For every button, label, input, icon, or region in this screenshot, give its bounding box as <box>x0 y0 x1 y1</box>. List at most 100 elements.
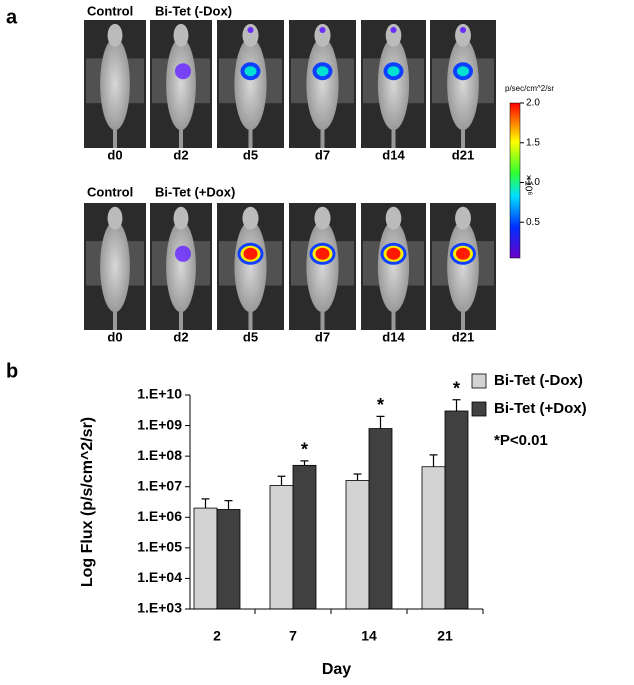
signal <box>243 247 258 260</box>
mouse-tail <box>248 310 253 330</box>
mouse-head <box>173 23 189 47</box>
mouse-tail <box>391 128 396 148</box>
mouse-head <box>314 23 331 47</box>
mouse-body <box>166 37 196 131</box>
colorbar-tick-label: 1.5 <box>526 137 540 148</box>
y-tick-label: 1.E+03 <box>137 600 182 616</box>
mouse-head <box>455 23 471 47</box>
signal <box>316 66 329 77</box>
significance-marker: * <box>453 378 460 398</box>
signal <box>244 66 257 77</box>
x-tick-label: 14 <box>361 628 377 644</box>
mouse-tail <box>248 128 253 148</box>
mouse-body <box>234 220 267 313</box>
mouse-body <box>100 220 130 313</box>
day-label: d21 <box>452 329 474 344</box>
mouse-head <box>242 23 259 47</box>
group-label: Bi-Tet (+Dox) <box>155 184 235 199</box>
bar <box>193 507 218 610</box>
signal <box>175 245 191 262</box>
mouse-head <box>455 206 471 230</box>
panel-label: b <box>6 360 18 382</box>
x-axis-title: Day <box>322 661 351 678</box>
mouse-head <box>107 206 123 230</box>
mouse-tail <box>179 310 183 330</box>
colorbar-tick-label: 2.0 <box>526 98 540 109</box>
bar <box>292 464 317 610</box>
group-label: Control <box>87 3 133 18</box>
mouse-tail <box>179 128 183 148</box>
mouse-tail <box>113 128 117 148</box>
mouse-tail <box>461 310 465 330</box>
legend-label: Bi-Tet (+Dox) <box>494 400 587 417</box>
signal <box>390 27 397 33</box>
x-tick-label: 2 <box>213 628 221 644</box>
x-tick-label: 21 <box>437 628 453 644</box>
y-tick-label: 1.E+07 <box>137 477 182 493</box>
mouse-head <box>107 23 123 47</box>
day-label: d14 <box>382 147 405 162</box>
signal <box>319 27 326 33</box>
mouse-head <box>385 23 402 47</box>
day-label: d0 <box>107 147 122 162</box>
mouse-head <box>314 206 331 230</box>
bar <box>216 509 241 610</box>
mouse-body <box>306 220 339 313</box>
day-label: d2 <box>173 147 188 162</box>
day-label: d2 <box>173 329 188 344</box>
mouse-tail <box>461 128 465 148</box>
note: *P<0.01 <box>494 432 548 449</box>
bar <box>421 466 446 610</box>
signal <box>457 66 469 77</box>
y-axis-title: Log Flux (p/s/cm^2/sr) <box>79 417 96 587</box>
mouse-tail <box>391 310 396 330</box>
mouse-tail <box>320 128 325 148</box>
day-label: d5 <box>243 147 258 162</box>
group-label: Bi-Tet (-Dox) <box>155 3 232 18</box>
significance-marker: * <box>301 440 308 460</box>
mouse-body <box>306 37 339 131</box>
bar <box>345 480 370 610</box>
y-tick-label: 1.E+05 <box>137 539 182 555</box>
colorbar-tick-label: 1.0 <box>526 177 540 188</box>
mouse-head <box>385 206 402 230</box>
mouse-body <box>234 37 267 131</box>
signal <box>386 247 401 260</box>
y-tick-label: 1.E+06 <box>137 508 182 524</box>
legend-label: Bi-Tet (-Dox) <box>494 372 583 389</box>
colorbar-unit: ×10⁶ <box>522 174 533 195</box>
significance-marker: * <box>377 395 384 415</box>
panel-label: a <box>6 6 18 28</box>
mouse-body <box>377 220 410 313</box>
mouse-body <box>377 37 410 131</box>
y-tick-label: 1.E+09 <box>137 416 182 432</box>
bar <box>444 410 469 610</box>
mouse-body <box>447 220 479 313</box>
x-tick-label: 7 <box>289 628 297 644</box>
mouse-tail <box>320 310 325 330</box>
y-tick-label: 1.E+04 <box>137 569 182 585</box>
legend-swatch <box>471 401 487 417</box>
y-tick-label: 1.E+10 <box>137 386 182 402</box>
mouse-body <box>166 220 196 313</box>
day-label: d21 <box>452 147 474 162</box>
signal <box>315 247 330 260</box>
mouse-body <box>100 37 130 131</box>
mouse-tail <box>113 310 117 330</box>
y-tick-label: 1.E+08 <box>137 447 182 463</box>
day-label: d0 <box>107 329 122 344</box>
signal <box>247 27 254 33</box>
mouse-head <box>242 206 259 230</box>
bar <box>269 485 294 610</box>
signal <box>456 247 470 260</box>
legend-swatch <box>471 373 487 389</box>
colorbar <box>509 102 521 259</box>
day-label: d14 <box>382 329 405 344</box>
signal <box>175 63 191 80</box>
colorbar-title: p/sec/cm^2/sr <box>505 84 554 93</box>
group-label: Control <box>87 184 133 199</box>
mouse-head <box>173 206 189 230</box>
bar <box>368 428 393 610</box>
colorbar-tick-label: 0.5 <box>526 217 540 228</box>
